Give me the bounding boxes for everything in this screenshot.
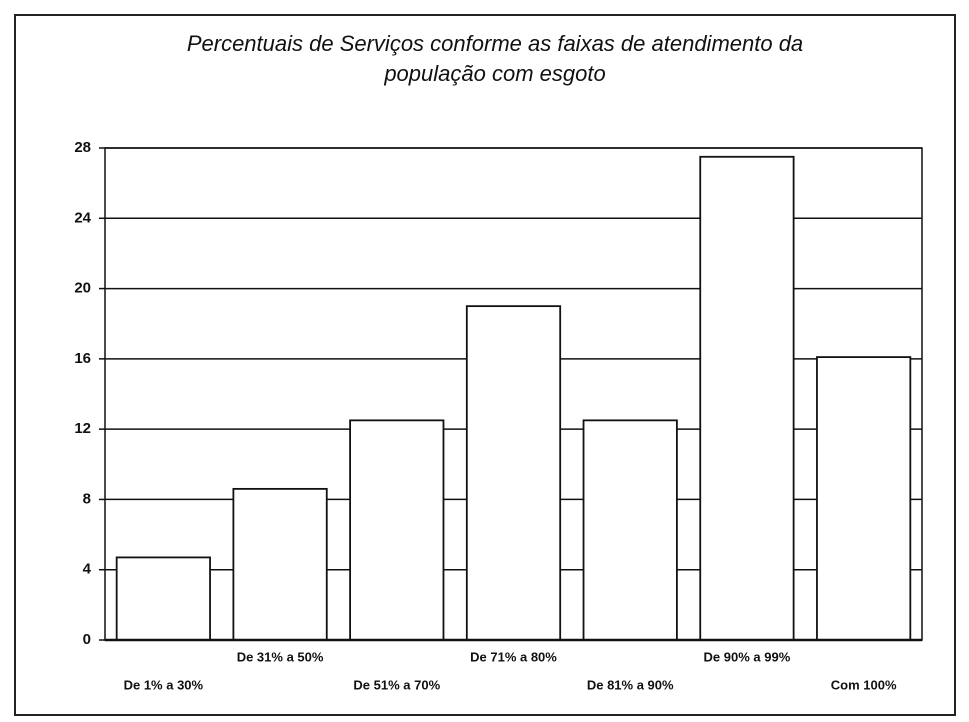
y-tick-label: 4 bbox=[83, 561, 92, 578]
bar bbox=[115, 556, 211, 641]
x-tick-label: De 90% a 99% bbox=[704, 649, 791, 664]
y-tick-label: 20 bbox=[74, 280, 91, 297]
bar bbox=[232, 487, 328, 641]
bar bbox=[699, 155, 795, 641]
y-tick-label: 16 bbox=[74, 350, 91, 367]
x-tick-label: Com 100% bbox=[831, 677, 897, 692]
chart-title: população com esgoto bbox=[383, 61, 605, 86]
y-tick-label: 0 bbox=[83, 631, 91, 648]
x-tick-label: De 51% a 70% bbox=[353, 677, 440, 692]
y-tick-label: 24 bbox=[74, 209, 91, 226]
x-tick-label: De 31% a 50% bbox=[237, 649, 324, 664]
chart-title: Percentuais de Serviços conforme as faix… bbox=[187, 31, 803, 56]
x-tick-label: De 71% a 80% bbox=[470, 649, 557, 664]
bar bbox=[582, 419, 678, 641]
y-tick-label: 8 bbox=[83, 490, 91, 507]
bar bbox=[816, 356, 912, 641]
y-tick-label: 28 bbox=[74, 139, 91, 156]
y-tick-label: 12 bbox=[74, 420, 91, 437]
x-tick-label: De 81% a 90% bbox=[587, 677, 674, 692]
bar bbox=[349, 419, 445, 641]
bar bbox=[465, 305, 562, 641]
x-tick-label: De 1% a 30% bbox=[124, 677, 204, 692]
